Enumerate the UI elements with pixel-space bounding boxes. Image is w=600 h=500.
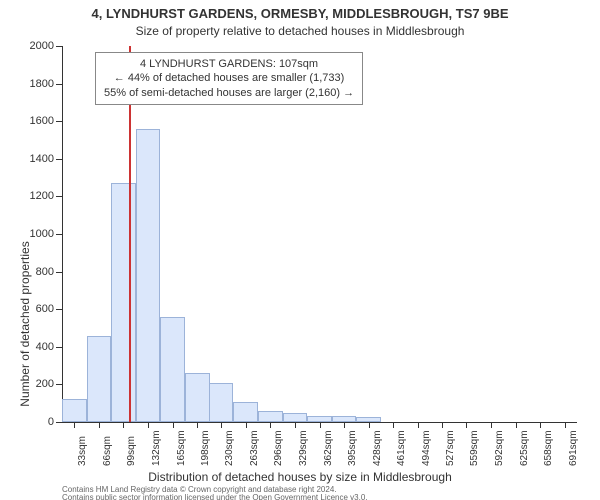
x-tick-label: 625sqm [519,430,530,466]
x-tick [418,422,419,428]
y-tick-label: 1400 [4,153,54,165]
y-tick-label: 1200 [4,190,54,202]
x-tick [99,422,100,428]
attribution: Contains HM Land Registry data © Crown c… [62,486,368,500]
y-tick [56,84,62,85]
y-tick-label: 1000 [4,228,54,240]
x-tick [221,422,222,428]
x-tick-label: 263sqm [249,430,260,466]
x-tick [148,422,149,428]
x-tick [74,422,75,428]
y-tick [56,121,62,122]
y-tick-label: 2000 [4,40,54,52]
x-tick [540,422,541,428]
chart-container: { "title": "4, LYNDHURST GARDENS, ORMESB… [0,0,600,500]
x-tick [123,422,124,428]
histogram-bar [233,402,258,422]
x-tick-label: 494sqm [421,430,432,466]
y-tick [56,196,62,197]
y-tick-label: 400 [4,341,54,353]
histogram-bar [258,411,283,422]
y-tick-label: 1800 [4,78,54,90]
y-tick-label: 800 [4,266,54,278]
histogram-bar [283,413,308,422]
chart-title: 4, LYNDHURST GARDENS, ORMESBY, MIDDLESBR… [0,6,600,21]
x-tick-label: 198sqm [200,430,211,466]
x-tick [173,422,174,428]
x-tick [442,422,443,428]
x-tick-label: 527sqm [445,430,456,466]
x-tick-label: 99sqm [126,436,137,466]
histogram-bar [62,399,87,422]
histogram-bar [136,129,161,422]
histogram-bar [111,183,136,422]
x-tick [491,422,492,428]
histogram-bar [87,336,112,422]
y-tick-label: 0 [4,416,54,428]
y-tick [56,309,62,310]
y-tick [56,422,62,423]
x-tick-label: 165sqm [176,430,187,466]
x-tick-label: 329sqm [298,430,309,466]
x-tick [393,422,394,428]
x-tick [466,422,467,428]
x-tick-label: 132sqm [151,430,162,466]
histogram-bar [160,317,185,422]
x-tick-label: 559sqm [469,430,480,466]
x-tick [565,422,566,428]
x-tick-label: 395sqm [347,430,358,466]
y-tick [56,384,62,385]
x-tick [197,422,198,428]
x-tick-label: 428sqm [372,430,383,466]
x-tick [320,422,321,428]
chart-subtitle: Size of property relative to detached ho… [0,24,600,38]
y-tick [56,347,62,348]
annotation-line3: 55% of semi-detached houses are larger (… [104,86,354,100]
x-axis-title: Distribution of detached houses by size … [0,470,600,484]
x-tick-label: 362sqm [323,430,334,466]
y-tick [56,234,62,235]
x-tick-label: 296sqm [273,430,284,466]
y-tick-label: 200 [4,378,54,390]
x-tick [516,422,517,428]
annotation-line2: ← 44% of detached houses are smaller (1,… [104,71,354,85]
x-tick [270,422,271,428]
y-tick-label: 1600 [4,115,54,127]
x-tick-label: 691sqm [568,430,579,466]
x-tick-label: 592sqm [494,430,505,466]
x-tick [369,422,370,428]
y-axis [62,46,63,422]
x-tick-label: 230sqm [224,430,235,466]
x-tick [295,422,296,428]
y-tick [56,46,62,47]
y-tick [56,159,62,160]
y-axis-title: Number of detached properties [18,159,32,324]
y-tick-label: 600 [4,303,54,315]
x-tick-label: 461sqm [396,430,407,466]
annotation-box: 4 LYNDHURST GARDENS: 107sqm ← 44% of det… [95,52,363,105]
x-tick-label: 658sqm [543,430,554,466]
histogram-bar [185,373,210,422]
histogram-bar [209,383,234,422]
x-tick [344,422,345,428]
x-tick-label: 33sqm [77,436,88,466]
x-tick-label: 66sqm [102,436,113,466]
y-tick [56,272,62,273]
x-tick [246,422,247,428]
annotation-line1: 4 LYNDHURST GARDENS: 107sqm [104,57,354,71]
